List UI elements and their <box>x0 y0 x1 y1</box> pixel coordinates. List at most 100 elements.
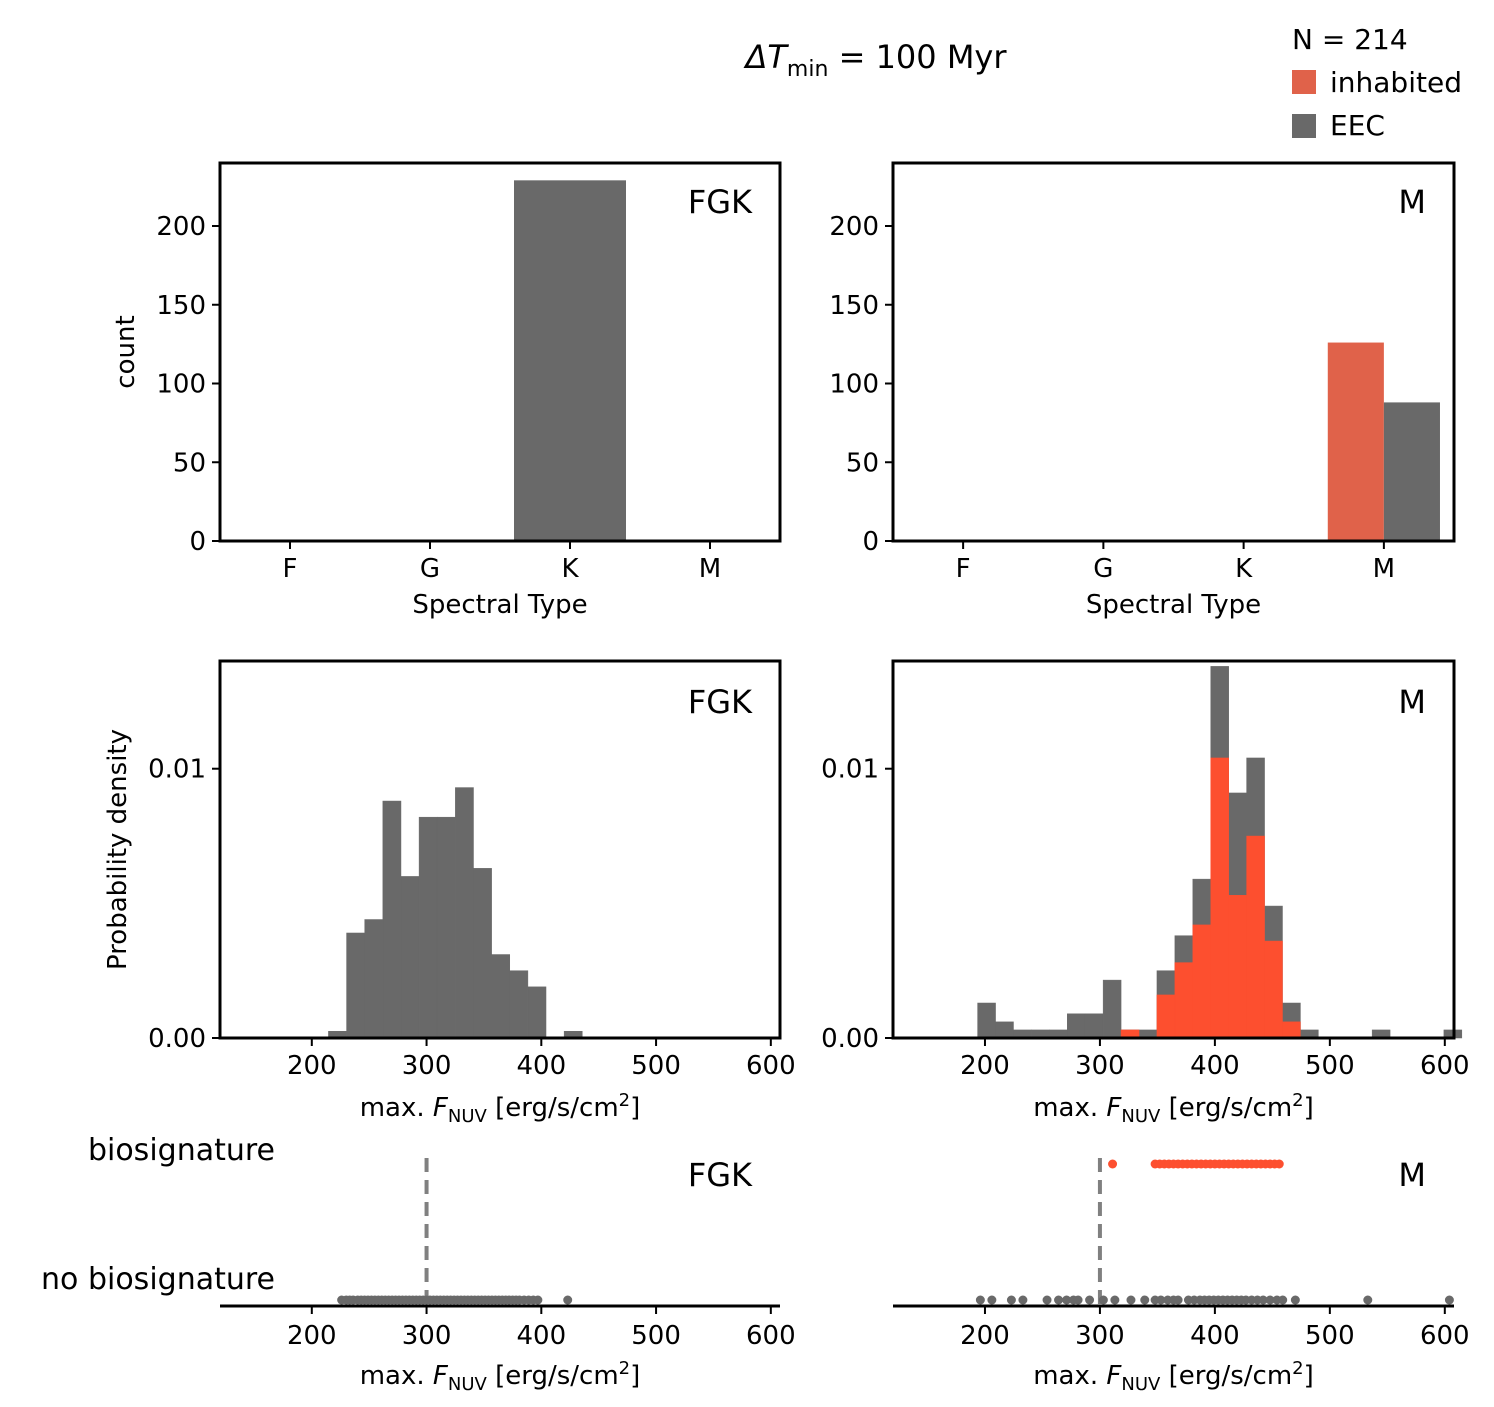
y-axis-label: Probability density <box>103 729 133 970</box>
x-tick-label: G <box>420 554 440 584</box>
hist-bar-eec <box>995 1021 1014 1039</box>
hist-bar-eec <box>400 876 420 1039</box>
dot-no-biosignature <box>1278 1295 1288 1305</box>
y-tick-label: 200 <box>829 212 879 242</box>
title-delta-t: ΔT <box>742 38 789 76</box>
legend-inhabited-label: inhabited <box>1330 66 1462 99</box>
x-tick-label: 200 <box>287 1051 337 1081</box>
x-axis-label-part: F <box>433 1093 449 1123</box>
row-label-no-biosignature: no biosignature <box>41 1262 275 1297</box>
dot-no-biosignature <box>1006 1295 1016 1305</box>
hist-bar-inhabited <box>1192 924 1211 1039</box>
dot-no-biosignature <box>1265 1295 1275 1305</box>
x-tick-label: 600 <box>746 1321 796 1351</box>
dot-biosignature <box>1108 1159 1118 1169</box>
panel-scatter-m: 200 300 400 500 600 max. FNUV [erg/s/cm2] M <box>893 1156 1470 1395</box>
dot-no-biosignature <box>1073 1295 1083 1305</box>
x-tick-label: 400 <box>516 1051 566 1081</box>
y-tick-label: 0.00 <box>148 1024 206 1054</box>
x-axis-label-part: ] <box>630 1361 640 1391</box>
x-tick-label: F <box>956 554 971 584</box>
x-axis-label-part: NUV <box>448 1106 488 1127</box>
x-tick-label: 300 <box>1075 1321 1125 1351</box>
hist-bar-eec <box>1084 1013 1104 1039</box>
hist-bar-inhabited <box>1282 1021 1301 1039</box>
panel-bar-m: 0 50 100 150 200 F G K M Spectral Type M <box>829 161 1456 620</box>
hist-bar-eec <box>1067 1013 1086 1039</box>
x-tick-label: 500 <box>1305 1321 1355 1351</box>
dot-no-biosignature <box>563 1295 573 1305</box>
bar-inhabited-m <box>1327 342 1384 541</box>
panel-histogram-fgk: 0.00 0.01 200 300 400 500 600 max. FNUV [erg/s/… <box>103 659 796 1127</box>
y-tick-label: 0 <box>189 527 206 557</box>
dot-no-biosignature <box>533 1295 543 1305</box>
hist-bar-eec <box>1102 979 1122 1039</box>
axes-frame-0 <box>218 161 782 543</box>
y-axis-label: count <box>111 315 141 388</box>
x-tick-label: G <box>1093 554 1113 584</box>
hist-bar-eec <box>473 868 492 1039</box>
y-tick-label: 200 <box>156 212 206 242</box>
x-tick-label: 400 <box>1190 1321 1240 1351</box>
dot-no-biosignature <box>975 1295 985 1305</box>
y-tick-label: 100 <box>156 370 206 400</box>
dot-no-biosignature <box>1444 1295 1454 1305</box>
x-tick-label: 300 <box>1075 1051 1125 1081</box>
hist-bar-eec <box>436 816 456 1039</box>
hist-bar-eec <box>455 787 474 1039</box>
x-axis-label-part: 2 <box>1292 1090 1303 1111</box>
dot-no-biosignature <box>1363 1295 1373 1305</box>
x-axis-label-2: max. FNUV [erg/s/cm2] <box>360 1090 641 1127</box>
hist-bar-eec <box>382 800 402 1039</box>
panel-tag: M <box>1398 1156 1426 1194</box>
x-tick-label: M <box>1373 554 1395 584</box>
x-axis-label-part: 2 <box>619 1090 630 1111</box>
hist-bar-inhabited <box>1246 835 1265 1039</box>
hist-bar-eec <box>977 1002 996 1039</box>
y-tick-label: 0.01 <box>821 755 879 785</box>
x-axis-label-part: [erg/s/cm <box>487 1361 619 1391</box>
x-axis-label-part: 2 <box>619 1358 630 1379</box>
x-axis-label-part: max. <box>1033 1361 1106 1391</box>
x-axis-label-part: F <box>433 1361 449 1391</box>
axes-frame-1 <box>891 161 1456 543</box>
x-axis-label-part: NUV <box>1121 1106 1161 1127</box>
panel-tag: FGK <box>688 1156 753 1194</box>
panel-scatter-fgk: 200 300 400 500 600 max. FNUV [erg/s/cm2] bios… <box>41 1133 796 1395</box>
x-axis-label-part: max. <box>360 1093 433 1123</box>
legend: N = 214 inhabited EEC <box>1292 23 1462 142</box>
dot-no-biosignature <box>1110 1295 1120 1305</box>
dot-no-biosignature <box>1062 1295 1072 1305</box>
x-tick-label: 400 <box>1190 1051 1240 1081</box>
x-axis-label-3: max. FNUV [erg/s/cm2] <box>1033 1090 1314 1127</box>
hist-bar-eec <box>509 970 529 1039</box>
hist-bar-eec <box>364 919 384 1039</box>
dot-biosignature <box>1274 1159 1284 1169</box>
bar-eec-k <box>514 180 626 541</box>
x-tick-label: 300 <box>402 1321 452 1351</box>
dot-no-biosignature <box>987 1295 997 1305</box>
panel-tag: FGK <box>688 683 753 721</box>
dot-no-biosignature <box>1156 1295 1166 1305</box>
hist-bar-eec <box>491 954 511 1039</box>
y-tick-label: 50 <box>846 448 879 478</box>
x-axis-label-part: ] <box>1304 1093 1314 1123</box>
panel-tag: FGK <box>688 183 753 221</box>
x-tick-label: 400 <box>516 1321 566 1351</box>
panel-tag: M <box>1398 183 1426 221</box>
dot-no-biosignature <box>1042 1295 1052 1305</box>
x-axis-label: Spectral Type <box>412 590 587 620</box>
x-tick-label: F <box>283 554 298 584</box>
y-tick-label: 50 <box>173 448 206 478</box>
y-tick-label: 100 <box>829 370 879 400</box>
row-label-biosignature: biosignature <box>88 1133 275 1168</box>
y-tick-label: 0.01 <box>148 755 206 785</box>
axes-frame-2 <box>218 659 782 1040</box>
legend-count: N = 214 <box>1292 23 1408 56</box>
x-axis-label-part: NUV <box>448 1374 488 1395</box>
hist-bar-inhabited <box>1210 757 1229 1039</box>
dot-no-biosignature <box>1126 1295 1136 1305</box>
x-tick-label: 200 <box>960 1321 1010 1351</box>
x-tick-label: 600 <box>1420 1051 1470 1081</box>
